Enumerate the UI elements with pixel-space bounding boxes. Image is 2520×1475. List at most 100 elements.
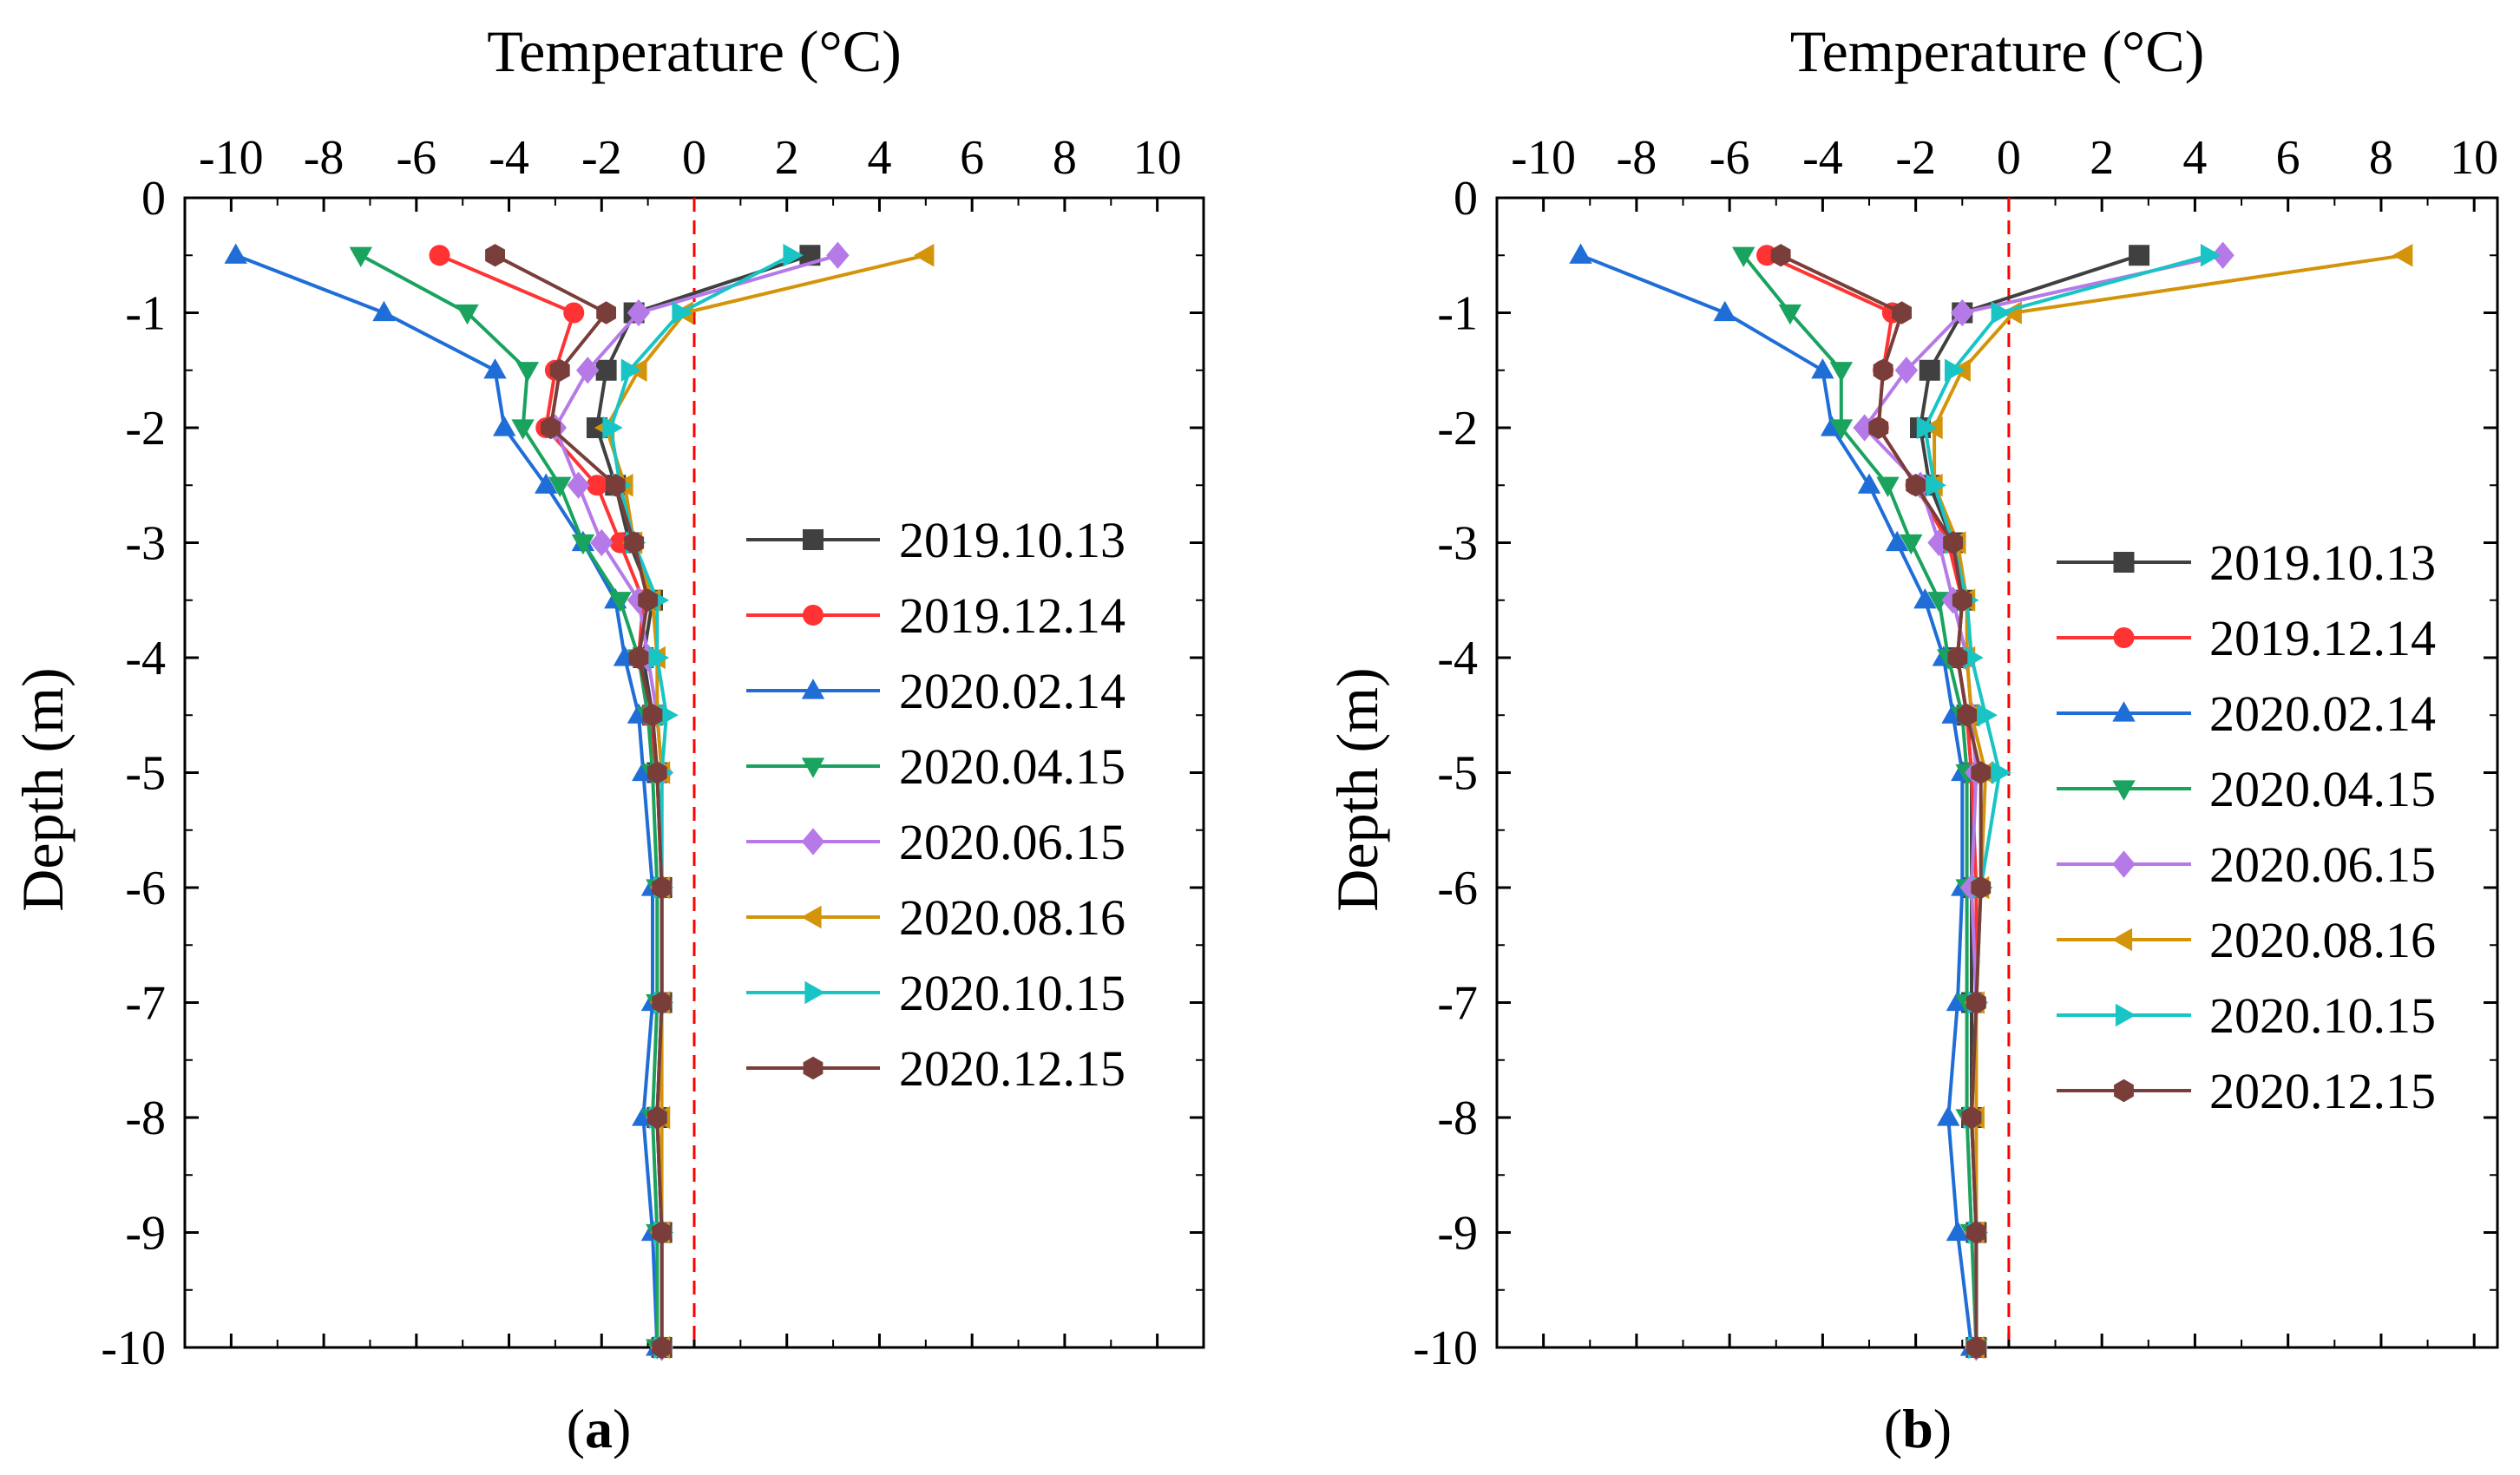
legend-label: 2020.10.15 [2209, 987, 2436, 1044]
y-tick-label: -1 [1437, 287, 1478, 341]
legend-marker [804, 980, 825, 1005]
series-2019.10.13 [586, 245, 821, 1358]
x-axis-title: Temperature (°C) [1790, 18, 2204, 84]
x-tick-label: -10 [199, 131, 264, 185]
data-point [628, 646, 649, 670]
series-line [594, 253, 811, 1347]
chart-panel-b: -10 -8 -6 -4 -2 0 2 4 6 8 10 0 -1 -2 -3 -4 -5 -6 -7 -8 -9 -10… [1324, 18, 2499, 1459]
data-point [596, 301, 616, 324]
x-tick-label: 8 [1053, 131, 1077, 185]
legend-marker [803, 605, 824, 626]
x-tick-label: -2 [581, 131, 622, 185]
x-tick-label: -8 [304, 131, 345, 185]
x-tick-label: 8 [2369, 131, 2393, 185]
y-tick-label: -5 [125, 747, 166, 801]
data-point [567, 471, 590, 499]
data-point [1829, 419, 1854, 440]
y-tick-label: -6 [1437, 862, 1478, 915]
data-point [1991, 761, 2011, 784]
data-point [2392, 244, 2413, 267]
data-point [1944, 358, 1965, 382]
data-point [541, 416, 561, 440]
data-point [608, 592, 632, 613]
data-point [1961, 1105, 1982, 1130]
data-point [1919, 359, 1940, 381]
series-2020.12.15 [485, 244, 673, 1360]
x-tick-label: 4 [2182, 131, 2207, 185]
legend-label: 2019.10.13 [2209, 534, 2436, 591]
data-point [1853, 414, 1876, 442]
data-point [1900, 534, 1923, 555]
data-point [620, 358, 642, 382]
data-point [456, 304, 479, 325]
data-point [672, 301, 692, 324]
legend: 2019.10.13 2019.12.14 2020.02.14 2020.04.15… [2057, 534, 2436, 1119]
data-point [429, 245, 450, 266]
data-point [224, 243, 247, 264]
data-point [2200, 244, 2221, 267]
series-2020.06.15 [543, 241, 850, 1361]
legend-marker [801, 828, 825, 856]
data-point [826, 241, 850, 269]
legend-label: 2020.12.15 [2209, 1063, 2436, 1119]
data-point [1951, 298, 1974, 327]
x-tick-label: 10 [1133, 131, 1182, 185]
x-tick-label: -6 [396, 131, 436, 185]
x-tick-label: -4 [1802, 131, 1843, 185]
legend-marker [801, 905, 822, 929]
data-point [1965, 1221, 1986, 1244]
x-tick-label: 2 [775, 131, 799, 185]
legend-marker [801, 678, 825, 699]
data-point [1916, 416, 1938, 440]
data-point [1894, 357, 1919, 384]
data-point [646, 1105, 667, 1130]
data-point [1868, 416, 1889, 440]
data-point [1946, 1220, 1970, 1242]
y-tick-label: -9 [1437, 1207, 1478, 1261]
y-tick-label: -7 [1437, 977, 1478, 1031]
series-2020.06.15 [1853, 241, 2235, 1361]
y-tick-label: -4 [125, 632, 166, 685]
data-point [1829, 362, 1854, 383]
legend-label: 2020.10.15 [899, 965, 1125, 1021]
data-point [914, 244, 935, 267]
legend-marker [2115, 1003, 2136, 1027]
y-tick-label: -2 [125, 402, 166, 456]
legend-label: 2020.06.15 [899, 814, 1125, 870]
legend-marker [803, 529, 824, 550]
data-point [1913, 587, 1937, 609]
data-point [1952, 588, 1972, 612]
data-point [1770, 244, 1791, 267]
data-point [483, 357, 507, 379]
data-point [1991, 301, 2011, 324]
data-point [1943, 531, 1963, 554]
data-point [1936, 1105, 1960, 1126]
series-2020.10.15 [602, 244, 804, 1360]
data-point [602, 416, 623, 440]
data-point [548, 476, 572, 498]
legend-label: 2019.12.14 [2209, 610, 2436, 666]
legend-marker [803, 1056, 824, 1080]
y-tick-label: -7 [125, 977, 166, 1031]
legend-label: 2019.12.14 [899, 587, 1125, 644]
x-tick-label: 0 [1997, 131, 2021, 185]
x-tick-label: 2 [2090, 131, 2114, 185]
data-point [1977, 704, 1998, 727]
x-tick-label: 0 [682, 131, 706, 185]
data-point [493, 416, 516, 436]
x-tick-label: -6 [1710, 131, 1750, 185]
legend-marker [2112, 701, 2136, 722]
data-point [1713, 300, 1736, 322]
data-point [627, 298, 651, 327]
series-2019.12.14 [1756, 245, 1987, 1358]
y-tick-label: 0 [1454, 172, 1478, 226]
x-tick-label: -4 [489, 131, 529, 185]
x-tick-label: -2 [1895, 131, 1936, 185]
data-point [658, 704, 679, 727]
legend-label: 2019.10.13 [899, 512, 1125, 568]
y-tick-label: -8 [125, 1092, 166, 1145]
y-tick-label: -5 [1437, 747, 1478, 801]
y-tick-label: -4 [1437, 632, 1478, 685]
legend: 2019.10.13 2019.12.14 2020.02.14 2020.04.15… [746, 512, 1125, 1097]
